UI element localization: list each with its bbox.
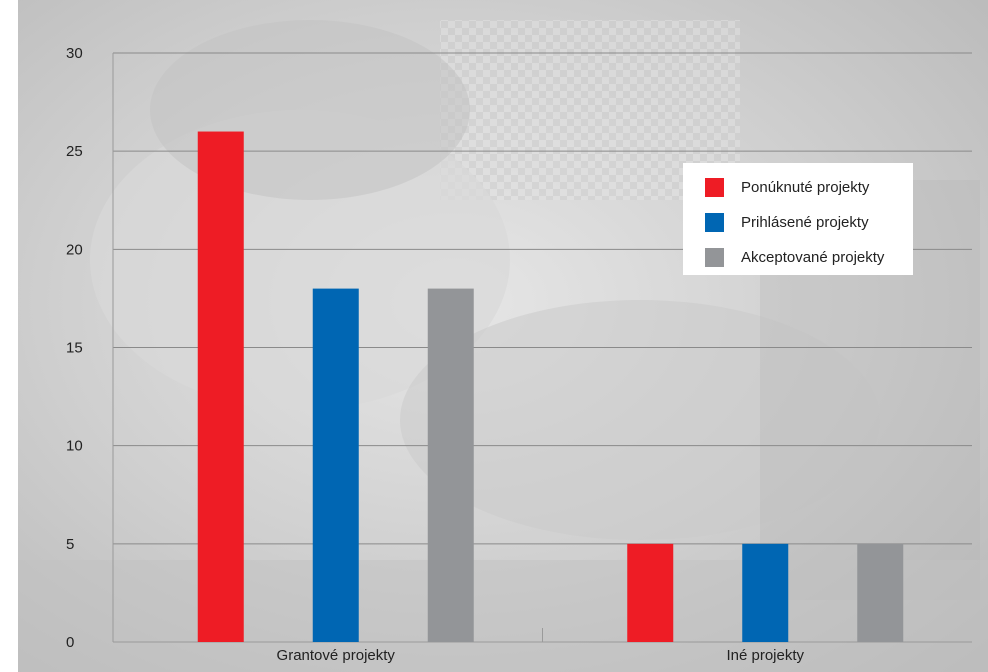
legend-swatch-2 [705, 213, 724, 232]
bar-1-category-2 [627, 543, 674, 642]
y-tick-label-20: 20 [66, 241, 83, 258]
legend-swatch-1 [705, 178, 724, 197]
legend-label-3: Akceptované projekty [741, 249, 885, 266]
legend-swatch-3 [705, 248, 724, 267]
y-tick-label-30: 30 [66, 45, 83, 62]
x-category-label-1: Grantové projekty [277, 647, 396, 664]
bar-3-category-1 [427, 288, 474, 642]
bar-2-category-1 [312, 288, 359, 642]
y-tick-label-15: 15 [66, 340, 83, 357]
legend-label-1: Ponúknuté projekty [741, 179, 870, 196]
y-tick-label-0: 0 [66, 634, 74, 651]
x-axis-category-labels: Grantové projekty Iné projekty [277, 647, 805, 664]
y-tick-label-25: 25 [66, 143, 83, 160]
bars [197, 131, 904, 643]
background-photo [18, 0, 988, 672]
x-category-label-2: Iné projekty [726, 647, 804, 664]
y-axis-tick-labels: 0 5 10 15 20 25 30 [66, 45, 83, 651]
y-tick-label-5: 5 [66, 536, 74, 553]
bar-2-category-2 [742, 543, 789, 642]
gridlines [112, 52, 972, 643]
y-tick-label-10: 10 [66, 438, 83, 455]
legend-label-2: Prihlásené projekty [741, 214, 869, 231]
bar-3-category-2 [857, 543, 904, 642]
legend: Ponúknuté projekty Prihlásené projekty Akc… [683, 163, 913, 275]
bar-1-category-1 [197, 131, 244, 643]
